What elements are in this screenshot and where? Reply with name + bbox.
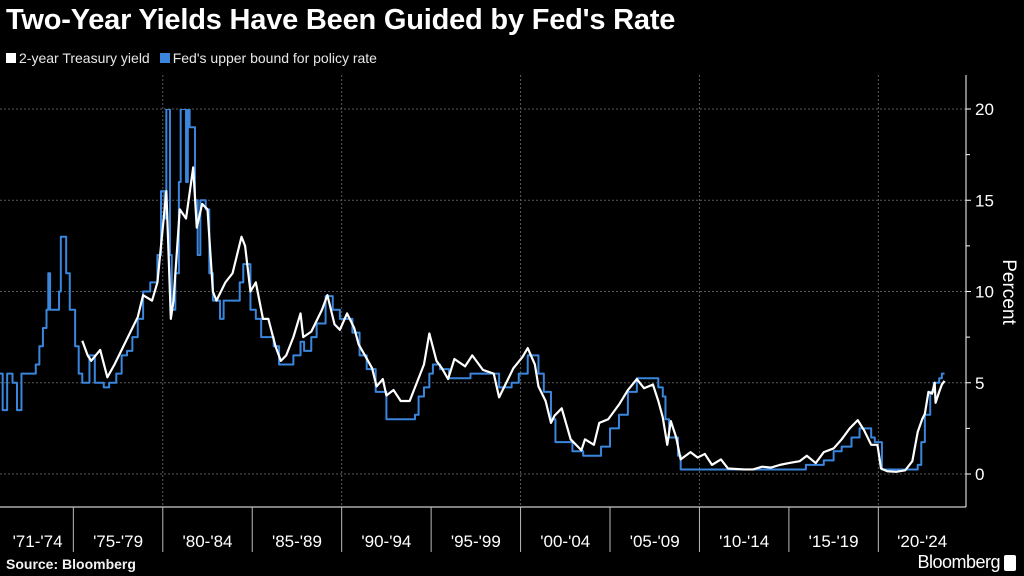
legend: 2-year Treasury yield Fed's upper bound … (6, 50, 377, 66)
legend-swatch-yield (6, 53, 16, 63)
x-tick-label: '71-'74 (13, 532, 63, 551)
source-note: Source: Bloomberg (6, 556, 136, 572)
x-tick-label: '05-'09 (630, 532, 680, 551)
bloomberg-terminal-icon (1004, 554, 1016, 571)
x-tick-label: '00-'04 (540, 532, 590, 551)
chart-title: Two-Year Yields Have Been Guided by Fed'… (6, 4, 676, 36)
treasury-yield-line (81, 166, 946, 473)
x-tick-label: '75-'79 (93, 532, 143, 551)
x-tick-label: '20-'24 (897, 532, 947, 551)
legend-label-fed: Fed's upper bound for policy rate (172, 50, 377, 66)
brand-name: Bloomberg (917, 552, 1000, 572)
y-tick-label: 5 (975, 374, 984, 393)
y-axis-label: Percent (998, 259, 1019, 325)
y-tick-label: 0 (975, 465, 984, 484)
y-tick-label: 20 (975, 100, 994, 119)
x-tick-label: '80-'84 (183, 532, 233, 551)
x-tick-label: '85-'89 (272, 532, 322, 551)
y-tick-label: 10 (975, 283, 994, 302)
x-tick-label: '95-'99 (451, 532, 501, 551)
x-tick-label: '10-'14 (719, 532, 769, 551)
legend-item-fed: Fed's upper bound for policy rate (159, 50, 377, 66)
x-tick-label: '90-'94 (361, 532, 411, 551)
bloomberg-logo: Bloomberg (917, 552, 1016, 573)
legend-item-yield: 2-year Treasury yield (6, 50, 150, 66)
fed-rate-line (0, 109, 945, 471)
legend-label-yield: 2-year Treasury yield (19, 50, 150, 66)
y-tick-label: 15 (975, 191, 994, 210)
legend-swatch-fed (159, 53, 170, 63)
x-tick-label: '15-'19 (809, 532, 859, 551)
